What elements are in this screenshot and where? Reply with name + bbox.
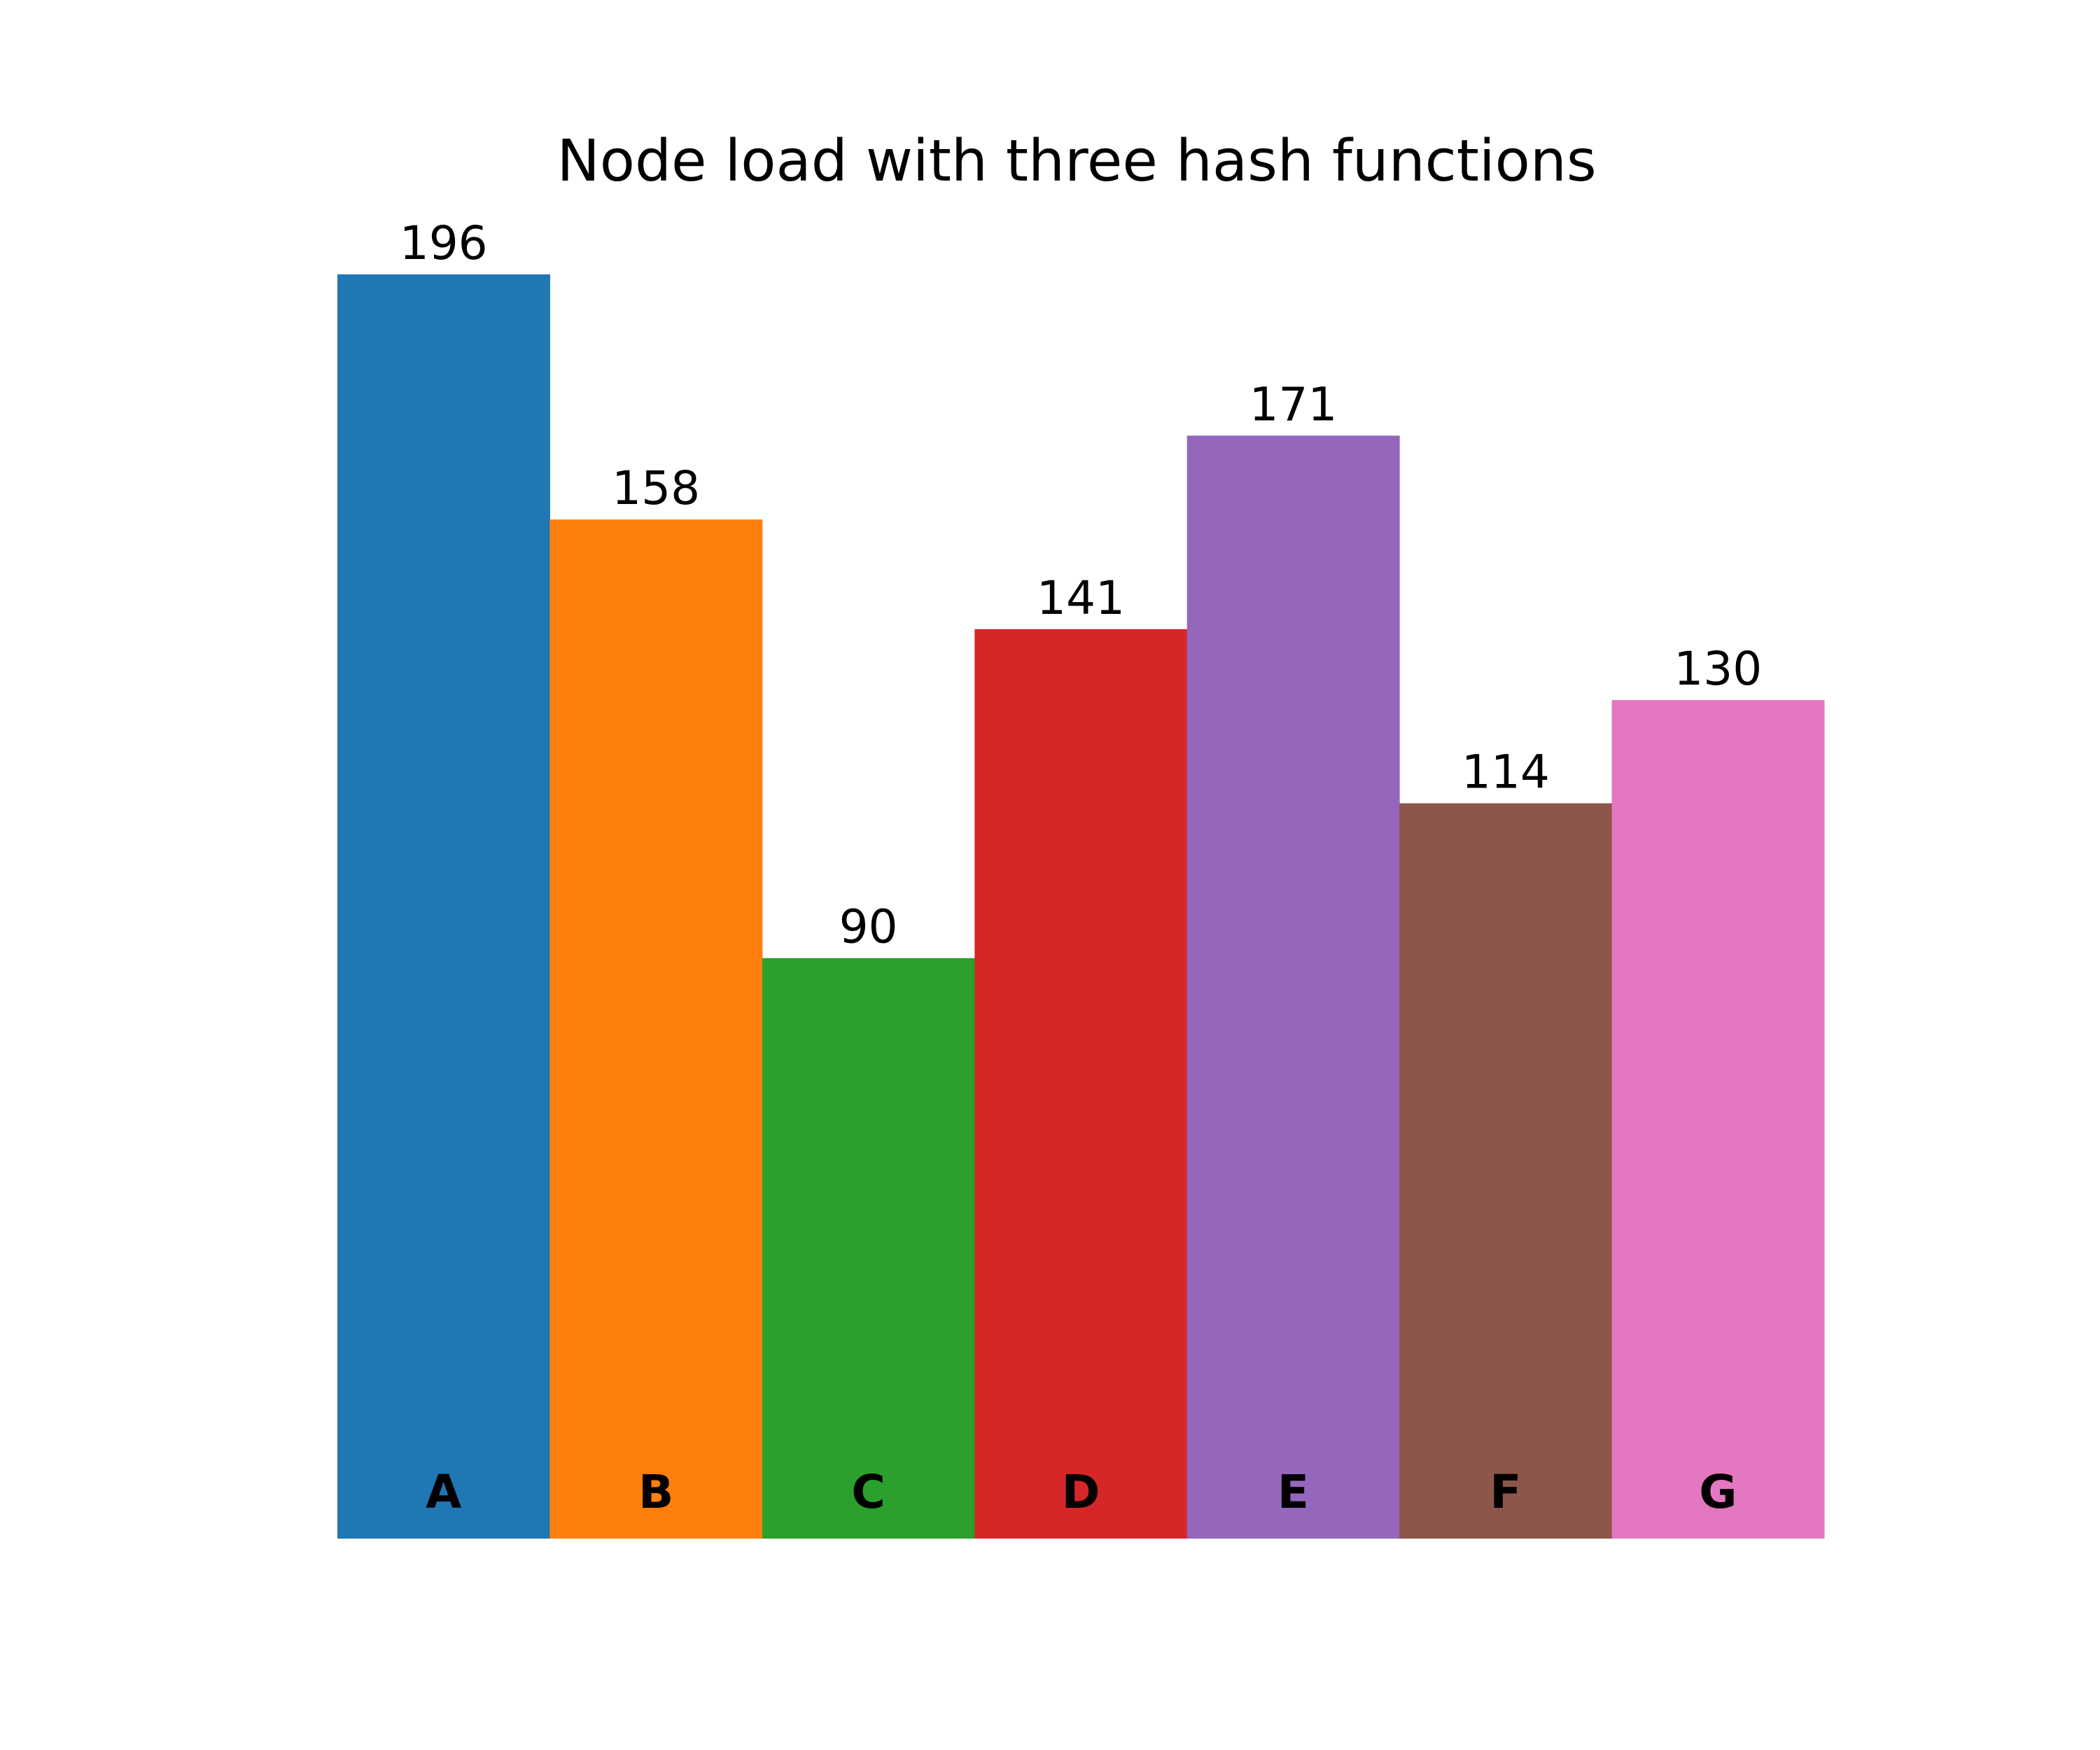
category-label-a: A	[426, 1465, 461, 1519]
bar-e	[1186, 435, 1400, 1539]
bar-d	[974, 629, 1188, 1539]
value-label-f: 114	[1462, 746, 1550, 799]
category-label-f: F	[1490, 1465, 1521, 1519]
category-label-d: D	[1062, 1465, 1100, 1519]
category-label-c: C	[851, 1465, 885, 1519]
bar-f	[1399, 803, 1613, 1539]
value-label-g: 130	[1674, 642, 1762, 696]
value-label-d: 141	[1037, 571, 1125, 625]
value-label-b: 158	[612, 461, 700, 515]
value-label-a: 196	[400, 216, 488, 270]
bar-g	[1611, 700, 1825, 1539]
bar-b	[550, 519, 763, 1539]
category-labels-group: A B C D E F G	[426, 1465, 1737, 1519]
value-label-e: 171	[1249, 377, 1337, 431]
bar-a	[337, 274, 550, 1539]
bar-c	[762, 958, 975, 1539]
category-label-e: E	[1278, 1465, 1309, 1519]
value-label-c: 90	[839, 900, 898, 954]
chart-title: Node load with three hash functions	[556, 128, 1596, 195]
category-label-b: B	[638, 1465, 673, 1519]
value-labels-group: 196 158 90 141 171 114 130	[400, 216, 1763, 954]
bars-group	[337, 274, 1825, 1539]
category-label-g: G	[1699, 1465, 1737, 1519]
